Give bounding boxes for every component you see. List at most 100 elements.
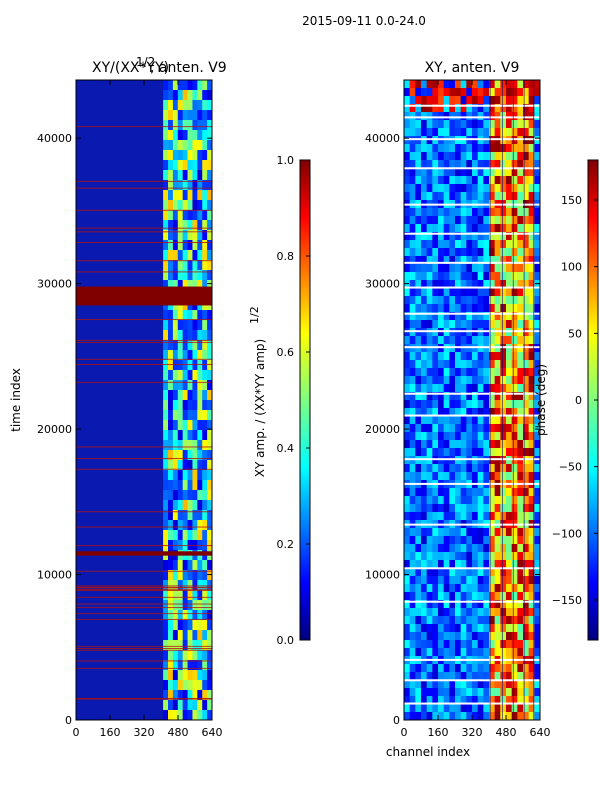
amp-cell bbox=[168, 150, 174, 161]
phase-cell bbox=[506, 536, 513, 545]
phase-cell bbox=[534, 472, 541, 481]
amp-cell bbox=[197, 360, 203, 371]
phase-flag-line bbox=[404, 232, 540, 235]
amp-cell bbox=[168, 130, 174, 141]
phase-cell bbox=[523, 688, 530, 697]
amp-cell bbox=[202, 510, 208, 521]
phase-cell bbox=[534, 424, 541, 433]
phase-cell bbox=[409, 568, 416, 577]
amp-cell bbox=[163, 600, 169, 611]
phase-cell bbox=[455, 240, 462, 249]
phase-cell bbox=[460, 224, 467, 233]
phase-cell bbox=[500, 216, 507, 225]
phase-cell bbox=[466, 208, 473, 217]
phase-flag-line bbox=[404, 286, 540, 289]
phase-cell bbox=[438, 712, 445, 721]
phase-cell bbox=[523, 128, 530, 137]
amp-cell bbox=[207, 580, 213, 591]
amp-cell bbox=[163, 190, 169, 201]
phase-cell bbox=[472, 584, 479, 593]
phase-cell bbox=[466, 488, 473, 497]
amp-cell bbox=[172, 230, 179, 241]
phase-cell bbox=[494, 568, 501, 577]
phase-cell bbox=[404, 184, 411, 193]
phase-cell bbox=[415, 304, 422, 313]
amp-cell bbox=[187, 240, 193, 251]
phase-cell bbox=[443, 224, 450, 233]
amp-cell bbox=[187, 130, 193, 141]
phase-cell bbox=[534, 224, 541, 233]
phase-cell bbox=[511, 88, 518, 97]
amp-cell bbox=[207, 310, 213, 321]
phase-cell bbox=[455, 176, 462, 185]
phase-cell bbox=[523, 488, 530, 497]
amp-cell bbox=[192, 100, 198, 111]
phase-cell bbox=[494, 584, 501, 593]
phase-cell bbox=[523, 352, 530, 361]
phase-cell bbox=[489, 152, 496, 161]
amp-cell bbox=[177, 410, 184, 421]
phase-cell bbox=[528, 120, 535, 129]
phase-cell bbox=[523, 648, 530, 657]
amp-cell bbox=[168, 120, 174, 131]
amp-cell bbox=[182, 560, 188, 571]
phase-cell bbox=[506, 184, 513, 193]
phase-cell bbox=[404, 632, 411, 641]
phase-cell bbox=[409, 552, 416, 561]
amp-cell bbox=[192, 220, 198, 231]
phase-cell bbox=[421, 664, 428, 673]
phase-cell bbox=[477, 640, 484, 649]
amp-cell bbox=[197, 520, 203, 531]
phase-cell bbox=[432, 248, 439, 257]
phase-cell bbox=[421, 680, 428, 689]
amp-cell bbox=[172, 480, 179, 491]
phase-cell bbox=[483, 600, 490, 609]
phase-cell bbox=[404, 472, 411, 481]
phase-cell bbox=[472, 408, 479, 417]
phase-cell bbox=[489, 104, 496, 113]
phase-cell bbox=[438, 576, 445, 585]
phase-cell bbox=[409, 624, 416, 633]
phase-cell bbox=[472, 288, 479, 297]
amp-cell bbox=[163, 270, 169, 281]
phase-cell bbox=[528, 240, 535, 249]
phase-cell bbox=[528, 160, 535, 169]
phase-cell bbox=[517, 496, 524, 505]
amp-cell bbox=[177, 630, 184, 641]
phase-cell bbox=[494, 208, 501, 217]
amp-cell bbox=[182, 510, 188, 521]
phase-cell bbox=[466, 336, 473, 345]
phase-cell bbox=[466, 464, 473, 473]
amp-cell bbox=[207, 120, 213, 131]
phase-cell bbox=[455, 624, 462, 633]
phase-cell bbox=[506, 360, 513, 369]
phase-cell bbox=[494, 680, 501, 689]
phase-cell bbox=[455, 408, 462, 417]
phase-cell bbox=[517, 712, 524, 721]
phase-cell bbox=[472, 472, 479, 481]
phase-cell bbox=[506, 240, 513, 249]
phase-cell bbox=[517, 704, 524, 713]
phase-cell bbox=[404, 376, 411, 385]
phase-cell bbox=[489, 368, 496, 377]
phase-cell bbox=[449, 216, 456, 225]
phase-cell bbox=[438, 384, 445, 393]
amp-cell bbox=[192, 280, 198, 291]
phase-cell bbox=[489, 504, 496, 513]
phase-cell bbox=[460, 544, 467, 553]
amp-cell bbox=[177, 570, 184, 581]
phase-cell bbox=[500, 648, 507, 657]
phase-cell bbox=[443, 320, 450, 329]
phase-cell bbox=[426, 416, 433, 425]
phase-cell bbox=[472, 640, 479, 649]
phase-cell bbox=[483, 432, 490, 441]
phase-cell bbox=[421, 80, 428, 89]
amp-cell bbox=[172, 150, 179, 161]
phase-cell bbox=[506, 544, 513, 553]
amp-cell bbox=[207, 440, 213, 451]
phase-cell bbox=[466, 576, 473, 585]
amp-cell bbox=[192, 690, 198, 701]
amp-cell bbox=[197, 560, 203, 571]
amp-cell bbox=[197, 220, 203, 231]
